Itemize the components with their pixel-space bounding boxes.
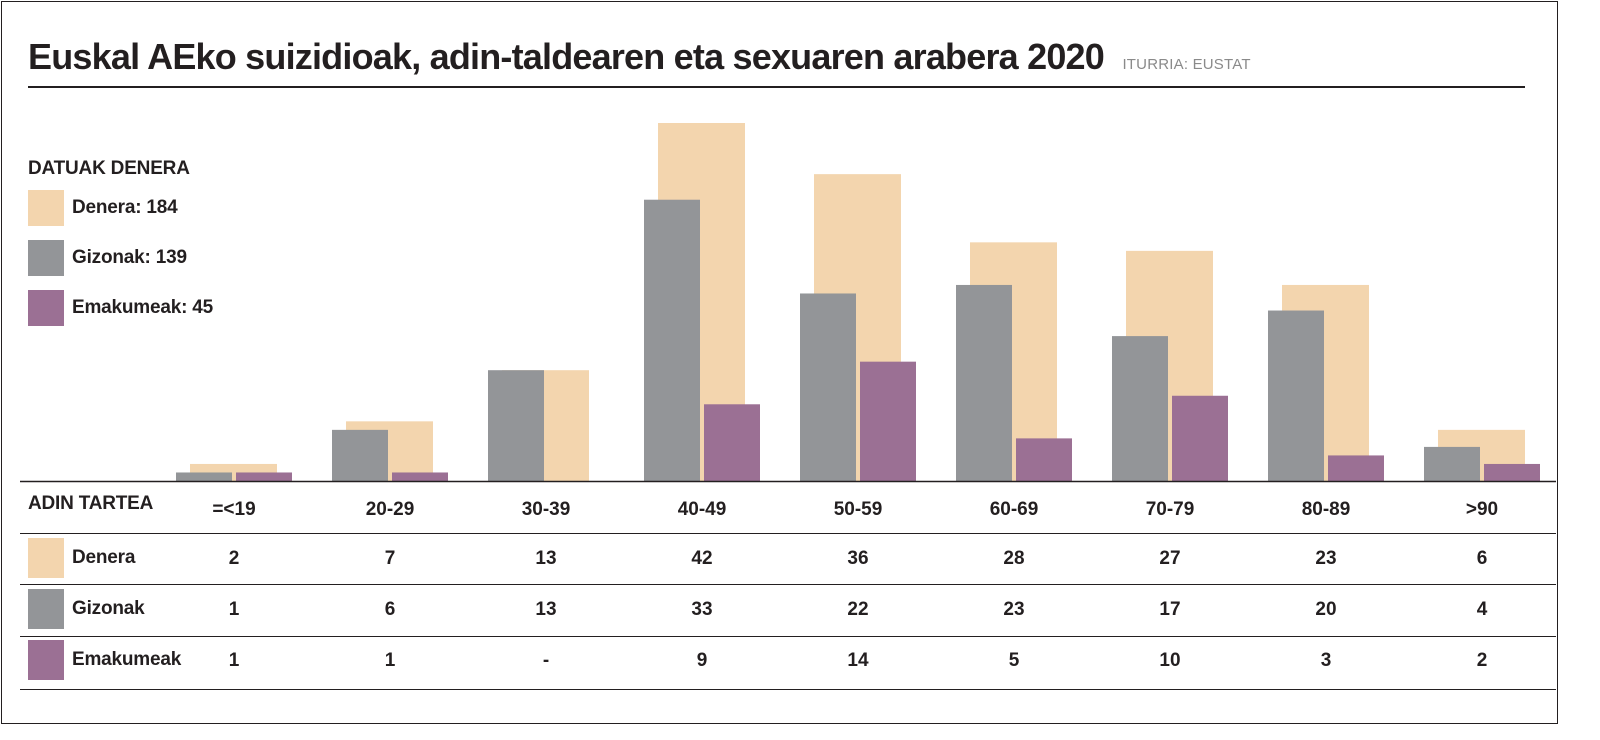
bar-emakumeak-7 [1328, 455, 1384, 481]
table-row-label: Denera [28, 538, 135, 578]
category-label-1: 20-29 [366, 499, 415, 520]
table-cell: 9 [696, 650, 708, 671]
table-divider [20, 533, 1556, 534]
table-cell: 13 [535, 548, 557, 569]
bar-emakumeak-1 [392, 472, 448, 481]
table-cell: 22 [847, 599, 869, 620]
source-label: ITURRIA: EUSTAT [1122, 56, 1251, 73]
bar-gizonak-5 [956, 284, 1012, 481]
category-label-7: 80-89 [1302, 499, 1351, 520]
table-cell: 17 [1159, 599, 1181, 620]
legend-title: DATUAK DENERA [28, 158, 190, 179]
category-label-6: 70-79 [1146, 499, 1195, 520]
table-cell: 27 [1159, 548, 1181, 569]
category-label-8: >90 [1466, 499, 1498, 520]
table-cell: 7 [384, 548, 396, 569]
table-row-name: Denera [72, 547, 136, 568]
category-label-0: =<19 [212, 499, 255, 520]
legend-item-emakumeak: Emakumeak: 45 [28, 290, 213, 326]
table-cell: 23 [1315, 548, 1337, 569]
bar-gizonak-3 [644, 199, 700, 481]
table-cell: 33 [691, 599, 713, 620]
table-divider [20, 689, 1556, 690]
table-header-label: ADIN TARTEA [28, 493, 154, 514]
legend-label-denera: Denera: 184 [72, 197, 178, 218]
table-divider [20, 636, 1556, 637]
bar-gizonak-8 [1424, 446, 1480, 481]
bar-gizonak-4 [800, 293, 856, 481]
table-cell: 23 [1003, 599, 1025, 620]
table-row-swatch [28, 640, 64, 680]
legend-swatch-denera [28, 190, 64, 226]
table-divider [20, 584, 1556, 585]
bar-emakumeak-5 [1016, 438, 1072, 481]
table-row-label: Emakumeak [28, 640, 181, 680]
legend-label-emakumeak: Emakumeak: 45 [72, 297, 214, 318]
legend: DATUAK DENERA Denera: 184 Gizonak: 139 E… [28, 158, 213, 340]
table-cell: 1 [228, 599, 240, 620]
table-row-label: Gizonak [28, 589, 145, 629]
table-row-swatch [28, 589, 64, 629]
table-cell: 13 [535, 599, 557, 620]
title-block: Euskal AEko suizidioak, adin-taldearen e… [28, 36, 1251, 78]
bar-gizonak-6 [1112, 336, 1168, 481]
category-label-5: 60-69 [990, 499, 1039, 520]
title-divider [28, 86, 1525, 88]
category-label-3: 40-49 [678, 499, 727, 520]
table-cell: 1 [228, 650, 240, 671]
table-row-name: Emakumeak [72, 649, 182, 670]
table-cell: - [542, 650, 550, 671]
bar-gizonak-0 [176, 472, 232, 481]
bar-emakumeak-0 [236, 472, 292, 481]
bar-gizonak-1 [332, 429, 388, 481]
table-cell: 28 [1003, 548, 1025, 569]
table-cell: 14 [847, 650, 869, 671]
table-cell: 2 [1476, 650, 1488, 671]
legend-label-gizonak: Gizonak: 139 [72, 247, 187, 268]
table-cell: 6 [384, 599, 396, 620]
table-cell: 2 [228, 548, 240, 569]
bar-emakumeak-3 [704, 404, 760, 481]
bar-emakumeak-6 [1172, 395, 1228, 481]
table-cell: 6 [1476, 548, 1488, 569]
table-cell: 4 [1476, 599, 1488, 620]
legend-item-gizonak: Gizonak: 139 [28, 240, 213, 276]
bar-gizonak-7 [1268, 310, 1324, 481]
table-cell: 3 [1320, 650, 1332, 671]
table-cell: 42 [691, 548, 713, 569]
legend-item-denera: Denera: 184 [28, 190, 213, 226]
table-cell: 1 [384, 650, 396, 671]
bar-gizonak-2 [488, 370, 544, 481]
table-cell: 5 [1008, 650, 1020, 671]
chart-title: Euskal AEko suizidioak, adin-taldearen e… [28, 36, 1105, 77]
bar-emakumeak-8 [1484, 463, 1540, 481]
table-row-swatch [28, 538, 64, 578]
table-row-name: Gizonak [72, 598, 145, 619]
table-cell: 20 [1315, 599, 1337, 620]
category-label-2: 30-39 [522, 499, 571, 520]
legend-swatch-emakumeak [28, 290, 64, 326]
category-label-4: 50-59 [834, 499, 883, 520]
legend-swatch-gizonak [28, 240, 64, 276]
bar-emakumeak-4 [860, 361, 916, 481]
table-cell: 10 [1159, 650, 1181, 671]
table-cell: 36 [847, 548, 869, 569]
